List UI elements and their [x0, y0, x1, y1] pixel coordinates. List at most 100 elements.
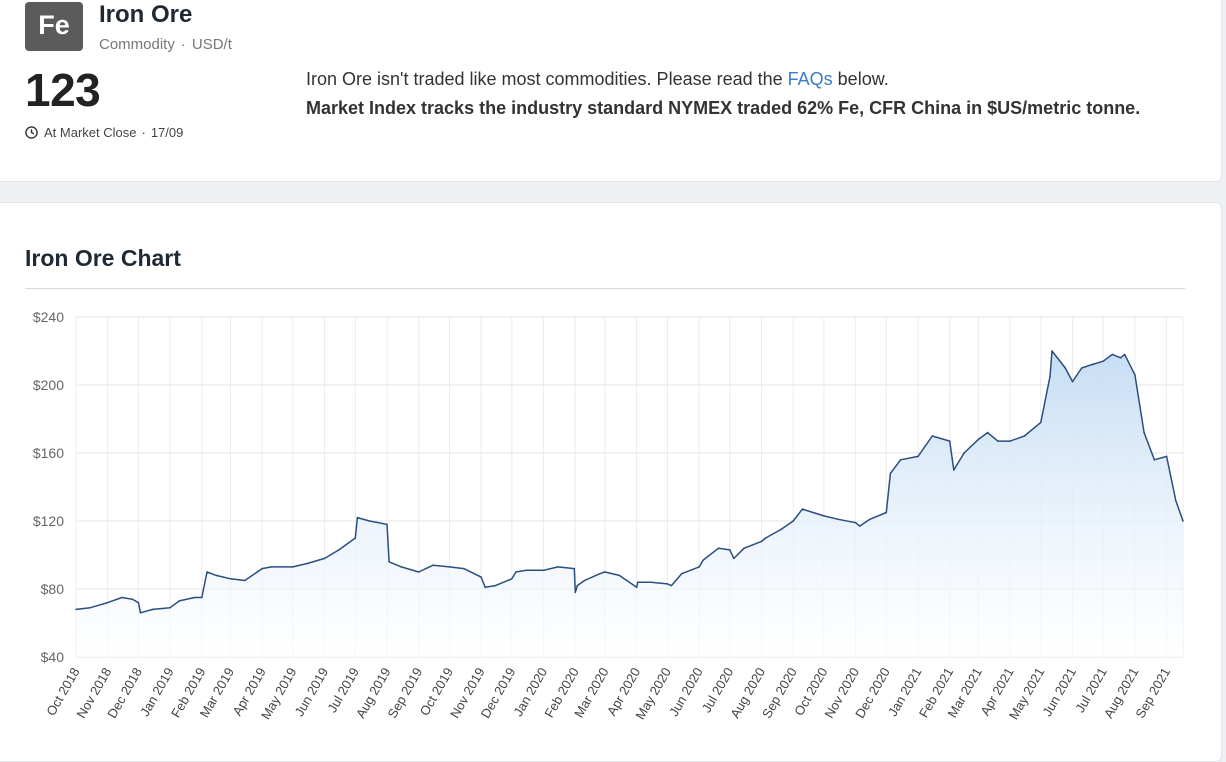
data-point — [733, 557, 735, 560]
data-point — [368, 520, 371, 522]
data-point — [977, 438, 980, 441]
data-point — [1023, 435, 1026, 437]
separator-dot: · — [180, 36, 186, 53]
data-point — [670, 584, 673, 587]
data-point — [604, 571, 606, 573]
data-point — [270, 566, 273, 568]
data-point — [963, 452, 965, 454]
data-point — [178, 600, 181, 602]
data-point — [139, 612, 142, 614]
market-close-label: At Market Close — [44, 125, 137, 140]
data-point — [760, 540, 763, 543]
y-tick-label: $200 — [33, 377, 64, 393]
series-area-fill — [76, 351, 1183, 657]
data-point — [837, 518, 839, 521]
data-point — [151, 608, 154, 611]
data-point — [386, 523, 388, 526]
data-point — [997, 440, 999, 442]
data-point — [1080, 367, 1083, 369]
data-point — [292, 566, 294, 568]
data-point — [823, 515, 825, 517]
data-point — [169, 606, 171, 609]
data-point — [1040, 421, 1042, 424]
data-point — [1091, 363, 1093, 366]
data-point — [869, 518, 871, 521]
data-point — [480, 576, 482, 578]
data-point — [75, 608, 77, 611]
chart-divider — [25, 288, 1185, 289]
data-point — [131, 598, 134, 600]
data-point — [121, 596, 123, 599]
y-tick-label: $120 — [33, 513, 64, 529]
data-point — [917, 455, 919, 458]
data-point — [356, 516, 359, 519]
data-point — [729, 549, 731, 551]
data-point — [338, 549, 340, 551]
data-point — [1153, 459, 1156, 461]
separator-dot: · — [141, 125, 146, 140]
data-point — [953, 469, 955, 471]
data-point — [666, 583, 669, 585]
data-point — [1182, 520, 1184, 522]
y-tick-label: $40 — [41, 649, 65, 665]
y-tick-label: $160 — [33, 445, 64, 461]
y-tick-label: $80 — [41, 581, 65, 597]
data-point — [417, 571, 420, 573]
y-tick-label: $240 — [33, 309, 64, 325]
data-point — [432, 564, 434, 566]
data-point — [515, 571, 517, 573]
commodity-subtitle: Commodity · USD/t — [99, 36, 232, 53]
chart-title: Iron Ore Chart — [25, 245, 181, 271]
clock-icon — [25, 126, 38, 139]
data-point — [599, 572, 601, 575]
data-point — [792, 520, 794, 522]
faqs-link[interactable]: FAQs — [787, 69, 833, 89]
data-point — [743, 547, 745, 549]
data-point — [986, 431, 989, 434]
data-point — [858, 525, 861, 527]
data-point — [484, 586, 487, 589]
data-point — [780, 528, 782, 531]
data-point — [854, 521, 857, 524]
data-point — [573, 567, 576, 570]
data-point — [388, 561, 390, 563]
data-point — [448, 566, 451, 568]
data-point — [89, 606, 92, 609]
data-point — [1175, 499, 1177, 502]
data-point — [229, 578, 232, 580]
data-point — [525, 569, 527, 572]
trading-note: Iron Ore isn't traded like most commodit… — [306, 69, 889, 90]
data-point — [702, 559, 704, 561]
market-close-row: At Market Close · 17/09 — [25, 125, 183, 140]
commodity-unit: USD/t — [191, 36, 232, 53]
data-point — [1071, 380, 1074, 383]
data-point — [206, 571, 208, 573]
data-point — [885, 511, 888, 514]
data-point — [1064, 367, 1067, 369]
data-point — [106, 601, 109, 604]
data-point — [650, 581, 652, 583]
data-point — [244, 579, 246, 582]
commodity-title: Iron Ore — [99, 1, 193, 28]
data-point — [1102, 360, 1104, 362]
data-point — [494, 584, 497, 587]
data-point — [698, 566, 700, 568]
header-card: Fe Iron Ore Commodity · USD/t 123 At Marke… — [0, 0, 1222, 182]
data-point — [261, 567, 263, 570]
data-point — [1119, 357, 1122, 359]
data-point — [1123, 353, 1126, 356]
data-point — [1134, 374, 1136, 376]
data-point — [557, 566, 559, 568]
commodity-symbol-tile: Fe — [25, 2, 83, 51]
data-point — [1009, 440, 1011, 442]
data-point — [1111, 353, 1114, 356]
trading-note-suffix: below. — [832, 69, 889, 89]
data-point — [717, 547, 720, 549]
data-point — [201, 596, 203, 599]
data-point — [948, 440, 951, 442]
data-point — [680, 572, 683, 575]
data-point — [1051, 350, 1053, 352]
current-price: 123 — [25, 64, 101, 116]
data-point — [400, 566, 403, 568]
